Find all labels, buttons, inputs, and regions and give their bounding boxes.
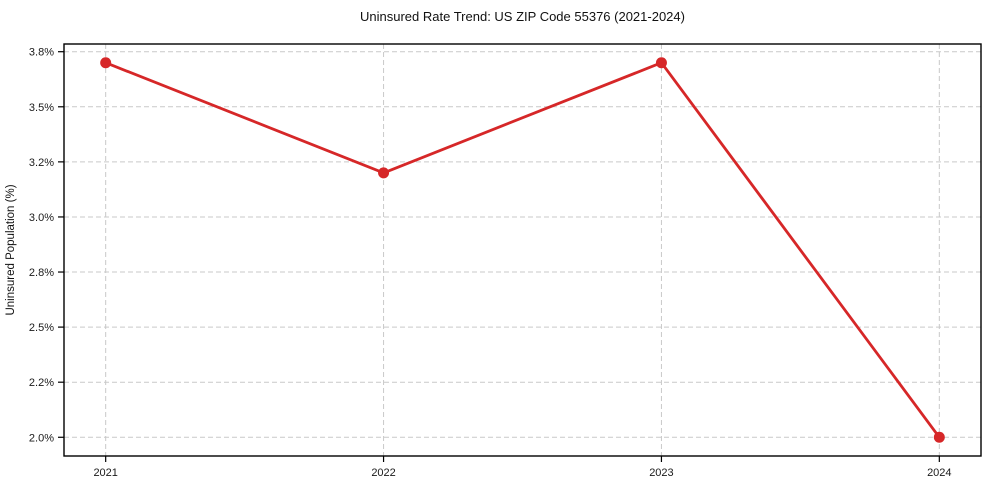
- grid-layer: [64, 44, 981, 456]
- axis-layer: 2.0% 2.2% 2.5% 2.8% 3.0% 3.2% 3.5% 3.8% 2021 2022…: [29, 43, 982, 479]
- y-axis-label: Uninsured Population (%): [5, 184, 17, 315]
- x-tick-label: 2024: [927, 467, 951, 479]
- y-tick-label: 3.2%: [29, 157, 54, 169]
- data-point-2024: [933, 431, 945, 443]
- y-tick-label: 3.0%: [29, 212, 54, 224]
- data-point-2021: [100, 57, 112, 69]
- data-point-2023: [655, 57, 667, 69]
- x-tick-label: 2022: [371, 467, 395, 479]
- data-point-2022: [378, 167, 390, 179]
- trend-line: [104, 61, 941, 439]
- chart-title: Uninsured Rate Trend: US ZIP Code 55376 …: [360, 9, 685, 24]
- y-tick-label: 3.5%: [29, 102, 54, 114]
- plot-border: [63, 43, 982, 457]
- x-tick-label: 2023: [649, 467, 673, 479]
- y-tick-label: 2.8%: [29, 267, 54, 279]
- y-tick-label: 3.8%: [29, 47, 54, 59]
- y-tick-label: 2.2%: [29, 377, 54, 389]
- series-layer: [100, 57, 945, 443]
- x-tick-label: 2021: [93, 467, 117, 479]
- y-tick-label: 2.0%: [29, 432, 54, 444]
- y-tick-label: 2.5%: [29, 322, 54, 334]
